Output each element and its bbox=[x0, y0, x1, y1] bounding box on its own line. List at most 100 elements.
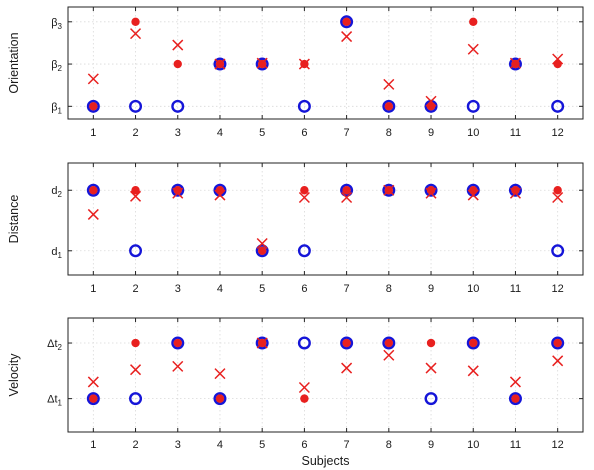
data-point-cross bbox=[509, 187, 521, 199]
x-tick-label: 3 bbox=[175, 439, 181, 451]
data-point-circle bbox=[382, 183, 396, 197]
x-tick-label: 10 bbox=[467, 283, 479, 295]
data-point-cross bbox=[172, 39, 184, 51]
axes-box bbox=[67, 162, 584, 276]
series-open-circle bbox=[86, 183, 565, 258]
x-tick-label: 1 bbox=[90, 283, 96, 295]
series-filled-dot bbox=[89, 338, 562, 403]
data-point-circle bbox=[255, 336, 269, 350]
data-point-circle bbox=[129, 244, 143, 258]
data-point-cross bbox=[298, 191, 310, 204]
x-tick-label: 12 bbox=[552, 283, 564, 295]
data-point-cross bbox=[130, 190, 142, 202]
series-cross bbox=[87, 337, 564, 394]
x-tick-label: 5 bbox=[259, 283, 265, 295]
data-point-dot bbox=[426, 186, 436, 195]
data-point-circle bbox=[255, 57, 269, 71]
data-point-dot bbox=[173, 186, 182, 195]
x-tick-label: 5 bbox=[259, 439, 265, 451]
data-point-circle bbox=[86, 183, 100, 197]
x-tick-label: 7 bbox=[344, 127, 350, 139]
data-point-circle bbox=[551, 99, 565, 113]
data-point-cross bbox=[214, 58, 226, 70]
data-point-cross bbox=[425, 362, 437, 374]
data-point-circle bbox=[340, 183, 354, 197]
y-axis-label: Distance bbox=[7, 195, 21, 244]
data-point-circle bbox=[255, 244, 269, 258]
data-point-dot bbox=[173, 59, 182, 69]
x-tick-label: 1 bbox=[90, 439, 96, 451]
data-point-cross bbox=[467, 365, 479, 377]
x-tick-label: 8 bbox=[386, 127, 392, 139]
data-point-circle bbox=[86, 392, 100, 406]
data-point-dot bbox=[89, 102, 98, 111]
x-tick-label: 2 bbox=[132, 127, 138, 139]
data-point-cross bbox=[341, 31, 353, 43]
data-point-cross bbox=[341, 362, 353, 374]
series-filled-dot bbox=[89, 186, 562, 255]
x-tick-label: 6 bbox=[301, 127, 307, 139]
data-point-cross bbox=[172, 360, 184, 372]
data-point-circle bbox=[508, 57, 522, 71]
data-point-dot bbox=[131, 186, 140, 195]
data-point-dot bbox=[342, 338, 351, 348]
data-point-circle bbox=[340, 15, 354, 29]
data-point-cross bbox=[552, 53, 564, 65]
x-tick-label: 9 bbox=[428, 283, 434, 295]
data-point-circle bbox=[129, 99, 143, 113]
x-tick-label: 9 bbox=[428, 127, 434, 139]
data-point-dot bbox=[553, 338, 562, 348]
data-point-dot bbox=[469, 17, 478, 26]
x-tick-label: 6 bbox=[301, 439, 307, 451]
data-point-cross bbox=[87, 376, 99, 388]
x-tick-label: 8 bbox=[386, 439, 392, 451]
data-point-circle bbox=[466, 99, 480, 113]
data-point-dot bbox=[511, 186, 520, 195]
y-tick-label: β2 bbox=[51, 59, 62, 73]
data-point-circle bbox=[129, 392, 143, 406]
data-point-dot bbox=[131, 338, 140, 348]
data-point-cross bbox=[425, 95, 437, 107]
y-tick-label: d1 bbox=[51, 246, 62, 260]
data-point-cross bbox=[467, 43, 479, 55]
data-point-cross bbox=[467, 189, 479, 201]
data-point-circle bbox=[382, 99, 396, 113]
data-point-circle bbox=[297, 99, 311, 113]
x-tick-label: 7 bbox=[344, 439, 350, 451]
data-point-circle bbox=[466, 336, 480, 350]
y-tick-label: d2 bbox=[51, 185, 62, 199]
series-cross bbox=[87, 28, 564, 107]
x-tick-label: 1 bbox=[90, 127, 96, 139]
series-open-circle bbox=[86, 15, 565, 113]
data-point-dot bbox=[384, 102, 394, 111]
data-point-dot bbox=[384, 338, 394, 348]
x-tick-label: 9 bbox=[428, 439, 434, 451]
data-point-circle bbox=[213, 57, 227, 71]
x-axis-label: Subjects bbox=[302, 454, 350, 468]
data-point-cross bbox=[130, 364, 142, 376]
data-point-dot bbox=[300, 186, 309, 195]
data-point-circle bbox=[382, 336, 396, 350]
data-point-dot bbox=[215, 394, 225, 403]
data-point-circle bbox=[297, 244, 311, 258]
data-point-circle bbox=[424, 392, 438, 406]
data-point-circle bbox=[508, 392, 522, 406]
y-tick-label: Δt2 bbox=[47, 338, 62, 352]
x-tick-label: 4 bbox=[217, 283, 223, 295]
series-cross bbox=[87, 184, 564, 250]
data-point-cross bbox=[256, 57, 268, 69]
data-point-cross bbox=[552, 191, 564, 204]
data-point-cross bbox=[383, 184, 395, 196]
x-tick-label: 11 bbox=[510, 283, 521, 295]
axes-box bbox=[67, 317, 584, 433]
data-point-circle bbox=[86, 99, 100, 113]
data-point-cross bbox=[509, 57, 521, 69]
data-point-dot bbox=[89, 186, 98, 195]
data-point-cross bbox=[130, 28, 142, 40]
x-tick-label: 10 bbox=[467, 439, 479, 451]
data-point-cross bbox=[552, 355, 564, 367]
data-point-dot bbox=[89, 394, 98, 403]
x-tick-label: 4 bbox=[217, 439, 223, 451]
